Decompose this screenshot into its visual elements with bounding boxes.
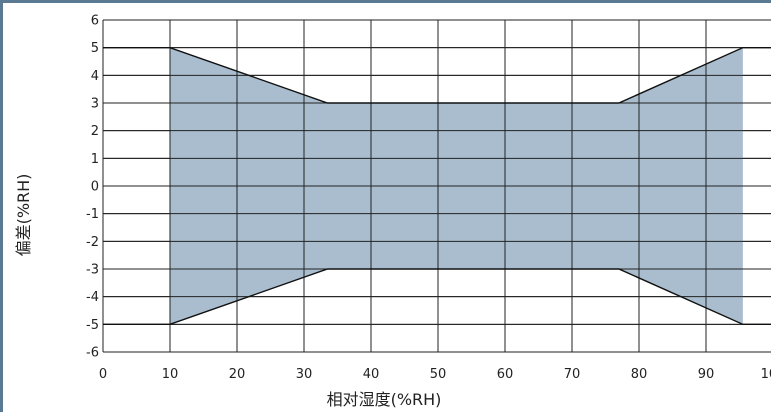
upper-limit-line <box>103 46 771 104</box>
y-tick-label: 4 <box>91 69 99 84</box>
x-tick-label: 100 <box>761 367 771 382</box>
x-tick-label: 0 <box>99 367 107 382</box>
x-tick-label: 40 <box>363 367 380 382</box>
x-tick-label: 60 <box>497 367 514 382</box>
y-tick-label: 1 <box>91 152 99 167</box>
y-tick-label: 3 <box>91 97 99 112</box>
x-tick-label: 10 <box>162 367 179 382</box>
y-tick-label: -2 <box>86 235 99 250</box>
tolerance-band <box>102 19 771 353</box>
x-tick-label: 80 <box>631 367 648 382</box>
y-tick-label: 2 <box>91 124 99 139</box>
x-tick-label: 90 <box>698 367 715 382</box>
y-tick-label: -5 <box>86 318 99 333</box>
x-tick-label: 20 <box>229 367 246 382</box>
y-tick-label: 5 <box>91 41 99 56</box>
lower-limit-line <box>103 268 771 326</box>
y-tick-label: -3 <box>86 263 99 278</box>
x-tick-label: 30 <box>296 367 313 382</box>
y-tick-label: -1 <box>86 207 99 222</box>
x-tick-label: 70 <box>564 367 581 382</box>
x-ticks: 0 10 20 30 40 50 60 70 80 90 100 <box>99 367 771 382</box>
x-axis-label: 相对湿度(%RH) <box>326 390 442 409</box>
y-tick-label: -4 <box>86 290 99 305</box>
series-lines <box>103 46 771 326</box>
y-ticks: 6 5 4 3 2 1 0 -1 -2 -3 -4 -5 -6 <box>86 14 99 361</box>
y-tick-label: 0 <box>91 180 99 195</box>
x-tick-label: 50 <box>430 367 447 382</box>
y-tick-label: 6 <box>91 14 99 29</box>
y-tick-label: -6 <box>86 346 99 361</box>
